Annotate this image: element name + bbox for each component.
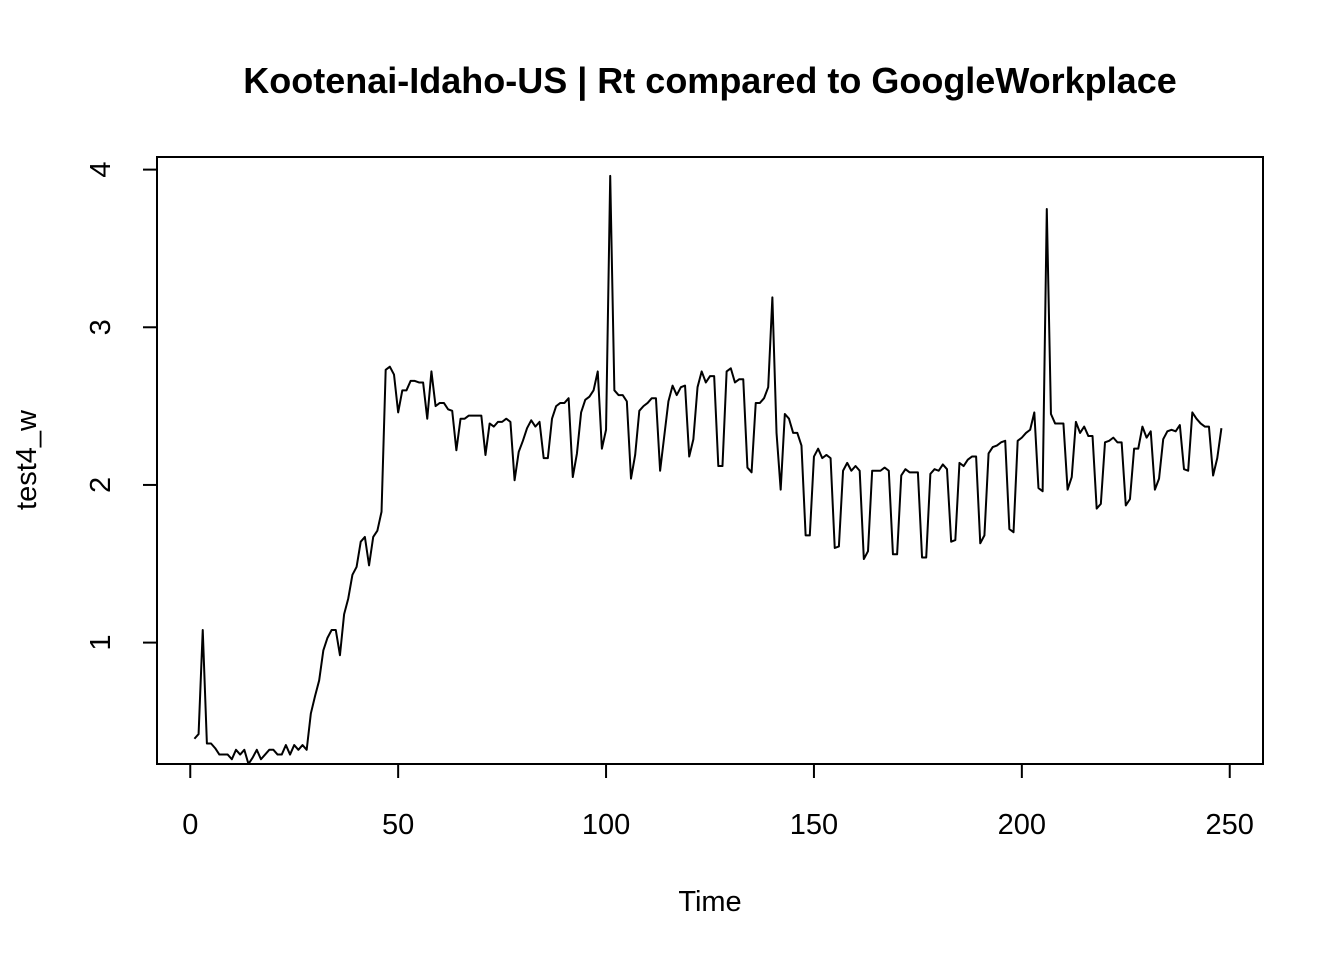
x-tick-label: 0 (182, 809, 198, 841)
x-axis-label: Time (678, 886, 741, 918)
x-tick-label: 200 (998, 809, 1046, 841)
x-tick-label: 150 (790, 809, 838, 841)
y-tick-label: 3 (85, 319, 117, 335)
y-axis: 1 2 3 4 (85, 162, 158, 651)
x-tick-label: 100 (582, 809, 630, 841)
x-tick-label: 250 (1206, 809, 1254, 841)
y-tick-label: 2 (85, 477, 117, 493)
x-axis: 0 50 100 150 200 250 (182, 763, 1254, 841)
x-tick-label: 50 (382, 809, 414, 841)
y-tick-label: 4 (85, 162, 117, 178)
chart-title: Kootenai-Idaho-US | Rt compared to Googl… (243, 60, 1177, 102)
series-line (193, 174, 1223, 765)
y-tick-label: 1 (85, 635, 117, 651)
plot-frame (156, 156, 1264, 765)
y-axis-label: test4_w (11, 409, 43, 510)
